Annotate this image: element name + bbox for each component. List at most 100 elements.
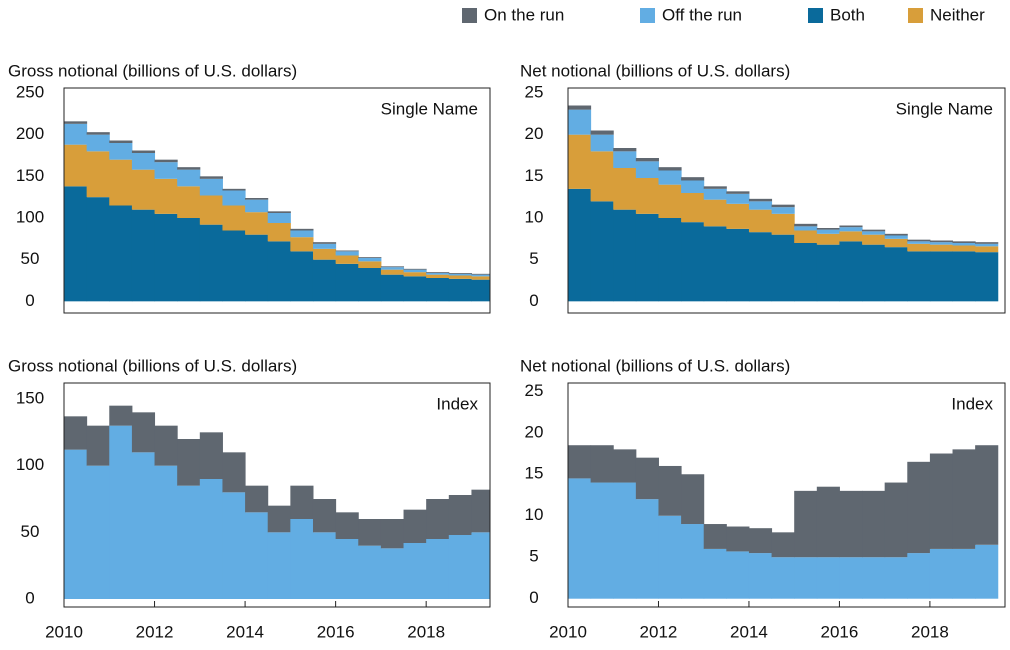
bar-segment (794, 490, 818, 558)
bar-segment (448, 273, 472, 274)
x-tick-label: 2018 (911, 622, 949, 641)
bar-segment (794, 223, 818, 227)
bar-segment (568, 134, 592, 189)
bar-segment (245, 485, 269, 513)
bar-segment (862, 490, 886, 558)
bar-segment (703, 188, 727, 200)
bar-segment (794, 226, 818, 231)
bar-segment (613, 148, 637, 152)
bar-segment (884, 233, 908, 236)
bar-segment (568, 188, 592, 302)
bar-segment (222, 205, 246, 231)
bar-segment (199, 224, 223, 302)
panel-title: Index (951, 394, 993, 413)
bar-segment (703, 186, 727, 189)
bar-segment (929, 240, 954, 243)
bar-segment (681, 177, 705, 181)
bar-segment (862, 234, 886, 245)
bar-segment (703, 199, 727, 227)
legend-label: Both (830, 5, 865, 24)
bar-segment (131, 412, 156, 453)
panel-title: Single Name (381, 99, 478, 118)
bar-segment (975, 242, 999, 244)
bar-segment (267, 223, 291, 242)
bar-segment (635, 499, 659, 599)
bar-segment (907, 239, 931, 242)
x-tick-label: 2014 (730, 622, 768, 641)
bar-segment (862, 557, 886, 599)
y-tick-label: 250 (16, 82, 44, 101)
bar-segment (245, 234, 269, 302)
bar-segment (403, 543, 427, 599)
bar-segment (290, 251, 314, 302)
plot-frame (63, 382, 491, 608)
bar-segment (771, 557, 795, 599)
bar-segment (613, 168, 637, 210)
bar-segment (335, 263, 359, 302)
bar-segment (448, 273, 472, 276)
y-tick-label: 200 (16, 124, 44, 143)
bar-segment (952, 251, 976, 302)
bar-segment (658, 218, 682, 302)
bar-segment (199, 195, 223, 225)
bar-segment (131, 150, 156, 153)
y-tick-label: 10 (525, 207, 544, 226)
bar-segment (681, 474, 705, 525)
bar-segment (109, 405, 133, 426)
bar-segment (635, 213, 659, 302)
bar-segment (907, 553, 931, 599)
bar-segment (154, 213, 178, 302)
bar-segment (358, 519, 382, 546)
bar-segment (816, 486, 840, 558)
bar-segment (635, 158, 659, 162)
y-tick-label: 100 (16, 207, 44, 226)
bar-segment (177, 186, 201, 218)
bar-segment (952, 449, 976, 549)
bar-segment (403, 268, 427, 270)
legend-swatch (808, 8, 823, 23)
bar-segment (312, 242, 337, 244)
bar-segment (426, 499, 450, 539)
bar-segment (177, 439, 201, 486)
plot-frame (567, 382, 1006, 608)
x-tick-label: 2014 (226, 622, 264, 641)
bar-segment (771, 207, 795, 214)
y-tick-label: 50 (21, 522, 40, 541)
bar-segment (177, 218, 201, 302)
bar-segment (109, 205, 133, 302)
bar-segment (199, 176, 223, 179)
bar-segment (839, 241, 863, 302)
bar-segment (177, 169, 201, 187)
bar-segment (290, 237, 314, 252)
legend-swatch (640, 8, 655, 23)
y-tick-label: 15 (525, 166, 544, 185)
legend-label: Neither (930, 5, 985, 24)
bar-segment (448, 278, 472, 302)
y-tick-label: 150 (16, 388, 44, 407)
y-tick-label: 15 (525, 464, 544, 483)
bar-segment (380, 267, 405, 270)
plot-frame (63, 87, 491, 314)
x-tick-label: 2018 (407, 622, 445, 641)
bar-segment (426, 274, 450, 278)
bar-segment (884, 235, 908, 239)
bar-segment (726, 551, 750, 599)
bar-segment (380, 519, 405, 549)
bar-segment (884, 247, 908, 302)
bar-segment (290, 228, 314, 231)
bar-segment (312, 248, 337, 260)
bar-segment (794, 230, 818, 243)
bar-segment (245, 512, 269, 599)
bar-segment (222, 190, 246, 206)
bar-segment (358, 545, 382, 599)
bar-segment (64, 123, 88, 145)
bar-segment (726, 193, 750, 204)
bar-segment (471, 273, 491, 275)
bar-segment (952, 245, 976, 252)
y-tick-label: 10 (525, 505, 544, 524)
bar-segment (471, 274, 491, 277)
y-tick-label: 0 (25, 588, 34, 607)
bar-segment (131, 452, 156, 599)
bar-segment (929, 548, 954, 599)
x-tick-label: 2012 (640, 622, 678, 641)
